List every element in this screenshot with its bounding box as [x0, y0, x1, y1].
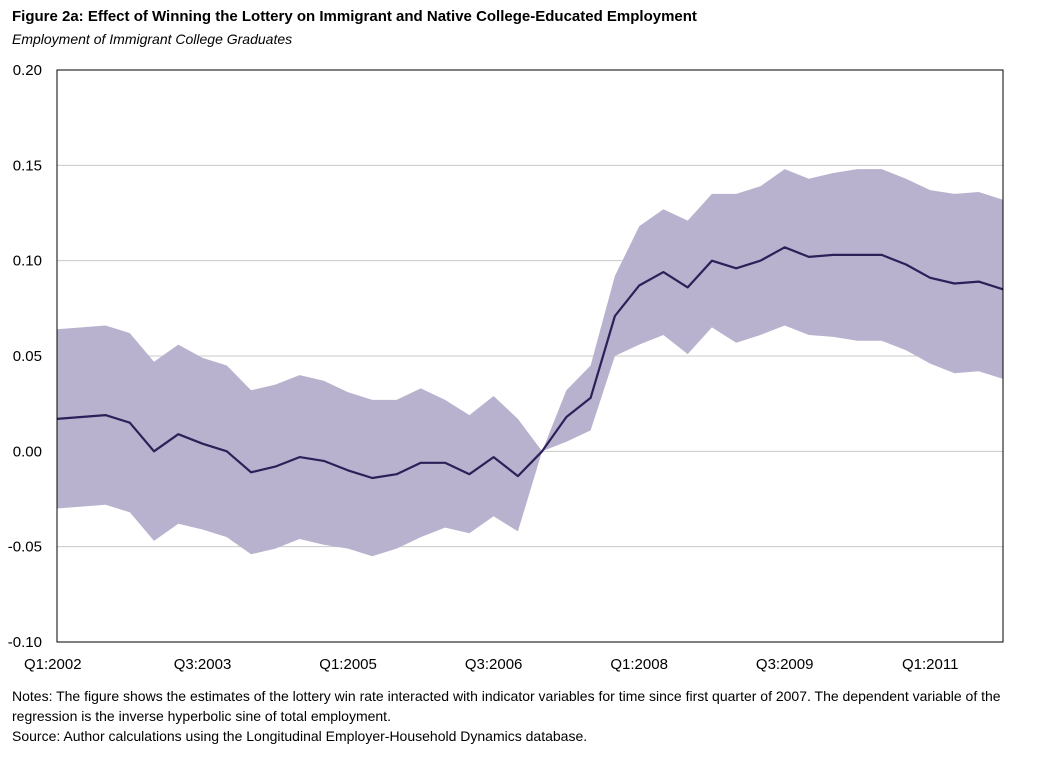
- x-tick-label: Q3:2003: [174, 656, 232, 673]
- y-tick-label: 0.05: [13, 348, 42, 365]
- notes-text: Notes: The figure shows the estimates of…: [12, 688, 1001, 724]
- chart-subtitle: Employment of Immigrant College Graduate…: [12, 31, 293, 47]
- plot-frame: [56, 69, 1004, 643]
- y-axis-ticks: 0.20 0.15 0.10 0.05 0.00 -0.05 -0.10: [8, 62, 42, 651]
- figure-title: Figure 2a: Effect of Winning the Lottery…: [12, 8, 697, 25]
- x-tick-label: Q1:2008: [610, 656, 668, 673]
- confidence-band: [57, 169, 1003, 557]
- confidence-band-layer: [57, 169, 1003, 557]
- x-tick-label: Q3:2006: [465, 656, 523, 673]
- chart: 0.20 0.15 0.10 0.05 0.00 -0.05 -0.10 Q1:2002 Q3…: [8, 62, 1004, 673]
- y-tick-label: 0.00: [13, 443, 42, 460]
- estimate-line: [56, 246, 1004, 480]
- x-axis-ticks: Q1:2002 Q3:2003 Q1:2005 Q3:2006 Q1:2008 Q3:20…: [24, 656, 958, 673]
- y-tick-label: 0.20: [13, 62, 42, 79]
- y-tick-label: -0.10: [8, 634, 42, 651]
- x-tick-label: Q3:2009: [756, 656, 814, 673]
- x-tick-label: Q1:2005: [319, 656, 377, 673]
- x-tick-label: Q1:2011: [902, 656, 958, 673]
- estimate-line-layer: [56, 246, 1004, 480]
- source-text: Source: Author calculations using the Lo…: [12, 728, 588, 744]
- notes: Notes: The figure shows the estimates of…: [12, 686, 1032, 746]
- x-tick-label: Q1:2002: [24, 656, 82, 673]
- y-tick-label: 0.10: [13, 253, 42, 270]
- plot-frame-layer: [56, 69, 1004, 643]
- y-tick-label: 0.15: [13, 157, 42, 174]
- y-tick-label: -0.05: [8, 539, 42, 556]
